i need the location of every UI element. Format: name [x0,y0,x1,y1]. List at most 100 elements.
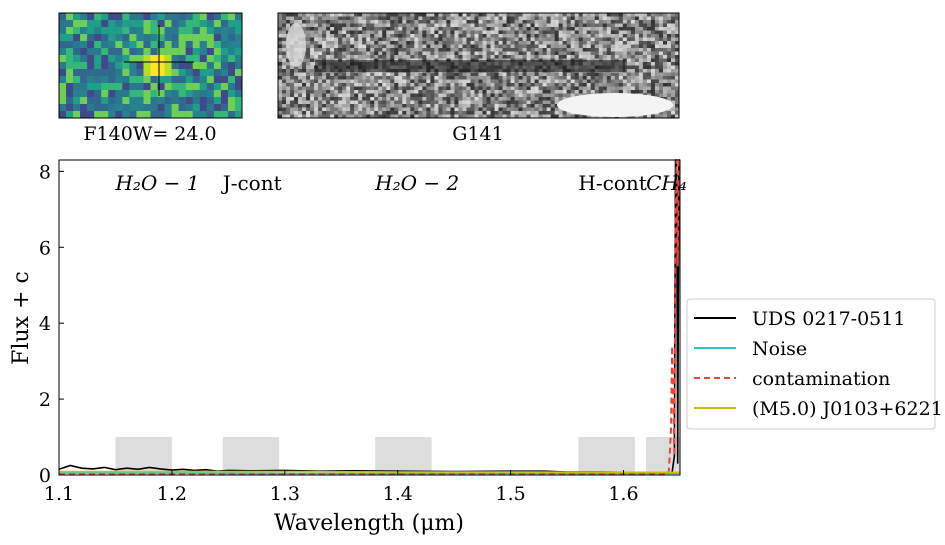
direct-pixel [87,69,95,77]
grism-pixel [638,58,643,63]
grism-pixel [554,13,559,17]
grism-pixel [658,30,664,35]
grism-pixel [670,100,676,105]
grism-pixel [662,90,668,94]
grism-pixel [634,48,639,52]
grism-pixel [366,111,371,115]
x-tick-label: 1.3 [270,483,300,505]
grism-pixel [314,37,319,42]
grism-pixel [502,27,507,31]
grism-pixel [458,93,463,98]
grism-pixel [606,20,611,24]
grism-pixel [362,20,367,24]
grism-pixel [366,97,371,101]
grism-pixel [378,34,383,38]
thumbnail-direct-image: F140W= 24.0 [58,12,243,145]
grism-pixel [470,100,475,105]
grism-pixel [670,16,676,21]
grism-pixel [610,34,615,38]
grism-pixel [342,86,347,91]
grism-pixel [650,114,656,119]
grism-pixel [586,72,591,77]
grism-pixel [538,100,543,105]
grism-pixel [414,97,419,101]
grism-pixel [450,55,455,59]
grism-pixel [370,104,375,108]
grism-pixel [622,27,627,31]
grism-pixel [314,79,319,84]
grism-pixel [294,104,299,108]
grism-pixel [642,72,648,77]
grism-pixel [530,97,535,101]
grism-pixel [646,86,652,91]
grism-pixel [650,27,656,31]
grism-pixel [518,23,523,28]
grism-pixel [306,13,311,17]
grism-pixel [438,44,443,49]
grism-pixel [282,34,287,38]
grism-pixel [638,83,643,87]
grism-pixel [490,20,495,24]
grism-pixel [534,41,539,45]
grism-pixel [506,13,511,17]
grism-pixel [426,72,431,77]
grism-pixel [558,93,563,98]
grism-pixel [334,30,339,35]
grism-pixel [630,72,635,77]
grism-pixel [474,72,479,77]
grism-pixel [602,30,607,35]
grism-pixel [638,37,643,42]
grism-pixel [406,107,411,112]
grism-pixel [446,93,451,98]
grism-pixel [614,48,619,52]
grism-pixel [434,23,439,28]
grism-pixel [306,48,311,52]
grism-pixel [286,104,291,108]
grism-pixel [530,107,535,112]
direct-pixel [220,27,229,35]
grism-pixel [478,72,483,77]
grism-pixel [534,107,539,112]
grism-pixel [490,97,495,101]
grism-pixel [458,114,463,119]
grism-pixel [346,51,351,56]
direct-pixel [150,48,158,56]
grism-pixel [634,41,639,45]
grism-pixel [646,44,652,49]
direct-pixel [115,69,123,77]
direct-pixel [171,62,179,70]
grism-pixel [514,83,519,87]
grism-pixel [414,27,419,31]
grism-pixel [458,44,463,49]
direct-pixel [178,111,186,119]
grism-pixel [610,76,615,80]
grism-pixel [490,23,495,28]
direct-pixel [59,90,67,98]
grism-pixel [278,104,283,108]
y-tick-label: 8 [39,161,51,183]
grism-pixel [306,37,311,42]
grism-pixel [522,93,527,98]
grism-pixel [490,51,495,56]
grism-pixel [462,55,467,59]
grism-pixel [362,83,367,87]
direct-pixel [164,13,172,21]
grism-pixel [410,13,415,17]
grism-pixel [338,44,343,49]
grism-pixel [446,97,451,101]
direct-pixel [108,27,116,35]
grism-pixel [474,27,479,31]
grism-pixel [370,48,375,52]
grism-pixel [410,51,415,56]
grism-pixel [538,83,543,87]
grism-pixel [462,27,467,31]
grism-pixel [410,34,415,38]
grism-pixel [538,16,543,21]
grism-pixel [618,23,623,28]
direct-pixel [157,41,165,49]
grism-pixel [658,51,664,56]
grism-pixel [434,97,439,101]
grism-pixel [474,93,479,98]
grism-pixel [450,48,455,52]
grism-pixel [298,79,303,84]
